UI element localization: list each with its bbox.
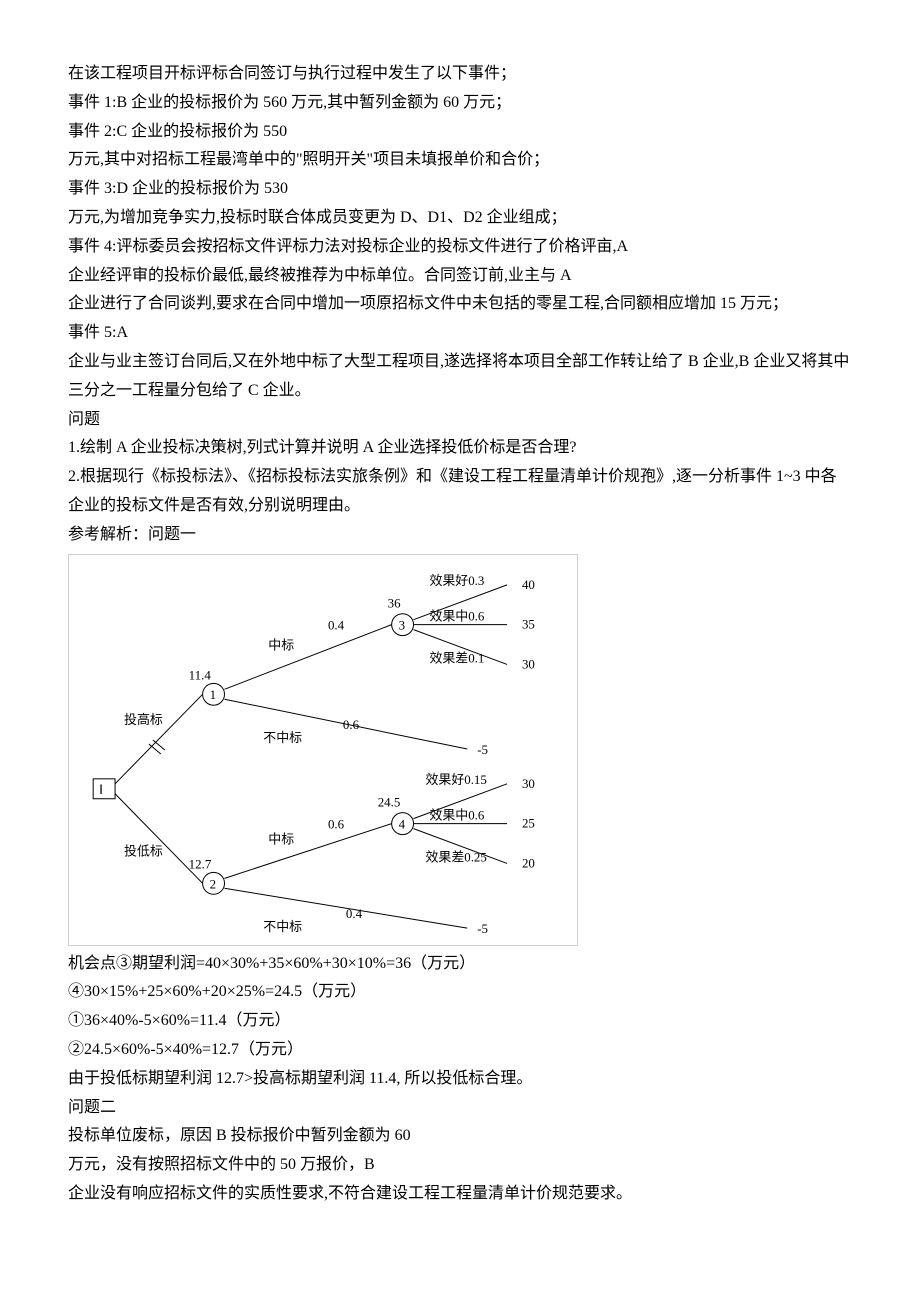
text-line: 万元,其中对招标工程最湾单中的"照明开关"项目未填报单价和合价； — [68, 146, 852, 175]
text-line: 万元，没有按照招标文件中的 50 万报价，B — [68, 1151, 852, 1180]
edge-2-4-top: 中标 — [268, 831, 294, 846]
node-2-value: 12.7 — [189, 856, 212, 871]
text-line: 问题二 — [68, 1094, 852, 1123]
node-1-value: 11.4 — [189, 667, 212, 682]
o31-label: 效果好0.3 — [429, 572, 484, 587]
edge-2-nobid-top: 不中标 — [263, 919, 302, 934]
text-line: 事件 5:A — [68, 319, 852, 348]
node-3-label: 3 — [399, 617, 405, 632]
edge-1-nobid-top: 不中标 — [263, 730, 302, 745]
text-line: 企业经评审的投标价最低,最终被推荐为中标单位。合同签订前,业主与 A — [68, 262, 852, 291]
edge-label-low: 投低标 — [124, 843, 163, 858]
text-line: 机会点③期望利润=40×30%+35×60%+30×10%=36（万元） — [68, 950, 852, 979]
text-line: 事件 2:C 企业的投标报价为 550 — [68, 118, 852, 147]
text-line: 事件 1:B 企业的投标报价为 560 万元,其中暂列金额为 60 万元； — [68, 89, 852, 118]
decision-tree-svg: Ⅰ 投高标 投低标 1 11.4 2 12.7 中标 0.4 不中标 0.6 -… — [69, 555, 577, 945]
o33-label: 效果差0.1 — [429, 650, 484, 665]
edge-2-nobid-prob: 0.4 — [346, 906, 363, 921]
edge-root-1 — [115, 694, 203, 784]
o41-val: 30 — [522, 775, 535, 790]
o42-label: 效果中0.6 — [429, 807, 484, 822]
o43-val: 20 — [522, 855, 535, 870]
text-line: 企业与业主签订台同后,又在外地中标了大型工程项目,遂选择将本项目全部工作转让给了… — [68, 348, 852, 406]
decision-tree-diagram: Ⅰ 投高标 投低标 1 11.4 2 12.7 中标 0.4 不中标 0.6 -… — [68, 554, 578, 946]
edge-1-nobid-val: -5 — [477, 742, 488, 757]
edge-2-nobid-val: -5 — [477, 921, 488, 936]
o42-val: 25 — [522, 815, 535, 830]
o33-val: 30 — [522, 656, 535, 671]
node-2-label: 2 — [210, 876, 216, 891]
text-line: 企业进行了合同谈判,要求在合同中增加一项原招标文件中未包括的零星工程,合同额相应… — [68, 290, 852, 319]
text-line: 投标单位废标，原因 B 投标报价中暂列金额为 60 — [68, 1122, 852, 1151]
edge-1-3-prob: 0.4 — [328, 617, 345, 632]
o32-val: 35 — [522, 616, 535, 631]
text-line: ②24.5×60%-5×40%=12.7（万元） — [68, 1036, 852, 1065]
edge-2-4 — [225, 823, 392, 878]
edge-1-nobid-prob: 0.6 — [343, 717, 360, 732]
edge-1-3-top: 中标 — [268, 637, 294, 652]
text-line: 1.绘制 A 企业投标决策树,列式计算并说明 A 企业选择投低价标是否合理? — [68, 434, 852, 463]
text-line: ④30×15%+25×60%+20×25%=24.5（万元） — [68, 978, 852, 1007]
text-line: 由于投低标期望利润 12.7>投高标期望利润 11.4, 所以投低标合理。 — [68, 1065, 852, 1094]
node-1-label: 1 — [210, 687, 216, 702]
text-line: ①36×40%-5×60%=11.4（万元） — [68, 1007, 852, 1036]
o41-label: 效果好0.15 — [425, 771, 486, 786]
o32-label: 效果中0.6 — [429, 608, 484, 623]
text-line: 事件 3:D 企业的投标报价为 530 — [68, 175, 852, 204]
text-line: 2.根据现行《标投标法》、《招标投标法实旅条例》和《建设工程工程量清单计价规孢》… — [68, 463, 852, 521]
edge-label-high: 投高标 — [124, 712, 163, 727]
text-line: 问题 — [68, 406, 852, 435]
node-4-label: 4 — [399, 816, 406, 831]
text-line: 参考解析：问题一 — [68, 521, 852, 550]
edge-1-3 — [225, 624, 392, 689]
node-root-label: Ⅰ — [99, 781, 103, 796]
text-line: 万元,为增加竞争实力,投标时联合体成员变更为 D、D1、D2 企业组成； — [68, 204, 852, 233]
text-line: 事件 4:评标委员会按招标文件评标力法对投标企业的投标文件进行了价格评亩,A — [68, 233, 852, 262]
text-line: 企业没有响应招标文件的实质性要求,不符合建设工程工程量清单计价规范要求。 — [68, 1180, 852, 1209]
node-3-value: 36 — [388, 595, 401, 610]
o31-val: 40 — [522, 576, 535, 591]
node-4-value: 24.5 — [378, 794, 401, 809]
text-line: 在该工程项目开标评标合同签订与执行过程中发生了以下事件； — [68, 60, 852, 89]
node-root — [93, 778, 115, 798]
edge-2-4-prob: 0.6 — [328, 816, 345, 831]
o43-label: 效果差0.25 — [425, 849, 486, 864]
